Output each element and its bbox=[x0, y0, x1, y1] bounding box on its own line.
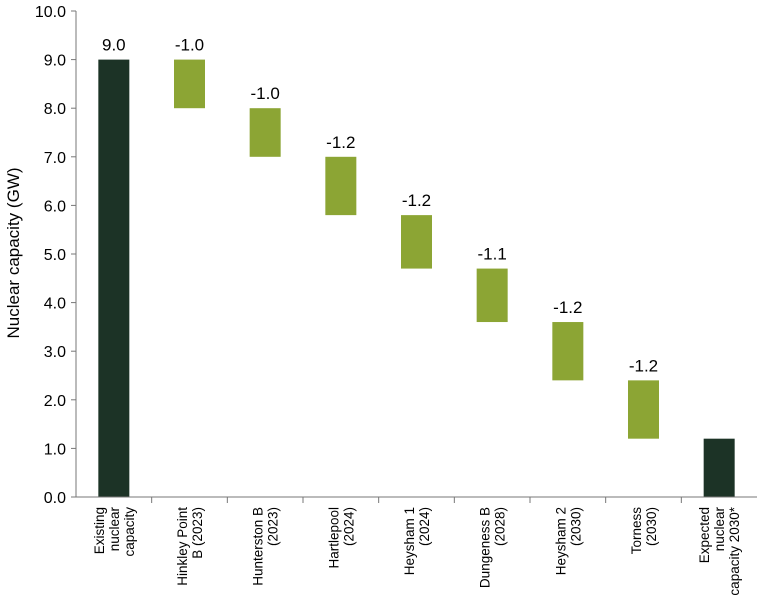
category-label: Hinkley Point B (2023) bbox=[175, 507, 205, 586]
category-label: Heysham 1 (2024) bbox=[402, 507, 432, 575]
category-label-line: Heysham 2 bbox=[553, 507, 568, 575]
y-tick-label: 0.0 bbox=[44, 490, 66, 507]
category-label: Heysham 2 (2030) bbox=[553, 507, 583, 575]
category-label-line: Hartlepool bbox=[326, 507, 341, 569]
category-label-line: (2024) bbox=[417, 507, 432, 546]
category-label-line: (2023) bbox=[266, 507, 281, 546]
category-label-line: B (2023) bbox=[190, 507, 205, 559]
data-label: -1.2 bbox=[326, 133, 355, 152]
category-label-line: Torness bbox=[629, 507, 644, 555]
decrease-bar bbox=[628, 380, 659, 439]
category-label-line: nuclear bbox=[107, 506, 122, 551]
category-label: Existing nuclear capacity bbox=[92, 506, 137, 556]
category-label: Hartlepool (2024) bbox=[326, 507, 356, 569]
y-tick-label: 1.0 bbox=[44, 441, 66, 458]
data-label: -1.1 bbox=[478, 245, 507, 264]
category-label-line: (2028) bbox=[493, 507, 508, 546]
category-label-line: Expected bbox=[697, 507, 712, 563]
category-label-line: Dungeness B bbox=[478, 507, 493, 588]
y-tick-label: 7.0 bbox=[44, 150, 66, 167]
decrease-bar bbox=[249, 108, 281, 157]
y-tick-label: 6.0 bbox=[44, 198, 66, 215]
decrease-bar bbox=[476, 268, 508, 323]
data-labels-group: 9.0 -1.0 -1.0 -1.2 -1.2 -1.1 -1.2 -1.2 bbox=[102, 36, 658, 376]
y-tick-label: 2.0 bbox=[44, 393, 66, 410]
category-labels-group: Existing nuclear capacity Hinkley Point B (2… bbox=[92, 497, 742, 596]
y-tick-label: 3.0 bbox=[44, 344, 66, 361]
category-label: Dungeness B (2028) bbox=[478, 507, 508, 588]
data-label: 9.0 bbox=[102, 36, 126, 55]
y-tick-label: 8.0 bbox=[44, 101, 66, 118]
category-label-line: Hinkley Point bbox=[175, 507, 190, 586]
category-label-line: (2030) bbox=[568, 507, 583, 546]
data-label: -1.2 bbox=[629, 356, 658, 375]
data-label: -1.0 bbox=[175, 36, 204, 55]
y-tick-label: 10.0 bbox=[35, 4, 66, 21]
bars-group bbox=[98, 59, 735, 497]
total-bar bbox=[98, 59, 130, 497]
total-bar bbox=[703, 438, 735, 497]
category-label-line: Heysham 1 bbox=[402, 507, 417, 575]
decrease-bar bbox=[552, 322, 584, 381]
y-tick-label: 4.0 bbox=[44, 296, 66, 313]
data-label: -1.0 bbox=[251, 84, 280, 103]
category-label-line: (2024) bbox=[341, 507, 356, 546]
category-label-line: Hunterston B bbox=[251, 507, 266, 586]
category-label: Hunterston B (2023) bbox=[251, 507, 281, 586]
category-label-line: capacity bbox=[122, 507, 137, 557]
category-label: Torness (2030) bbox=[629, 507, 659, 555]
decrease-bar bbox=[325, 156, 357, 216]
data-label: -1.2 bbox=[402, 191, 431, 210]
category-label-line: (2030) bbox=[644, 507, 659, 546]
category-label-line: nuclear bbox=[712, 506, 727, 551]
category-label-line: capacity 2030* bbox=[727, 506, 742, 595]
axes-group bbox=[75, 11, 757, 498]
y-tick-label: 9.0 bbox=[44, 53, 66, 70]
y-axis-ticks: 0.0 1.0 2.0 3.0 4.0 5.0 6.0 7.0 8.0 9.0 10.0 bbox=[35, 4, 76, 507]
decrease-bar bbox=[401, 215, 432, 269]
y-tick-label: 5.0 bbox=[44, 247, 66, 264]
y-axis-title: Nuclear capacity (GW) bbox=[4, 168, 23, 339]
data-label: -1.2 bbox=[553, 298, 582, 317]
category-label: Expected nuclear capacity 2030* bbox=[697, 506, 742, 595]
category-label-line: Existing bbox=[92, 507, 107, 554]
decrease-bar bbox=[174, 59, 205, 109]
